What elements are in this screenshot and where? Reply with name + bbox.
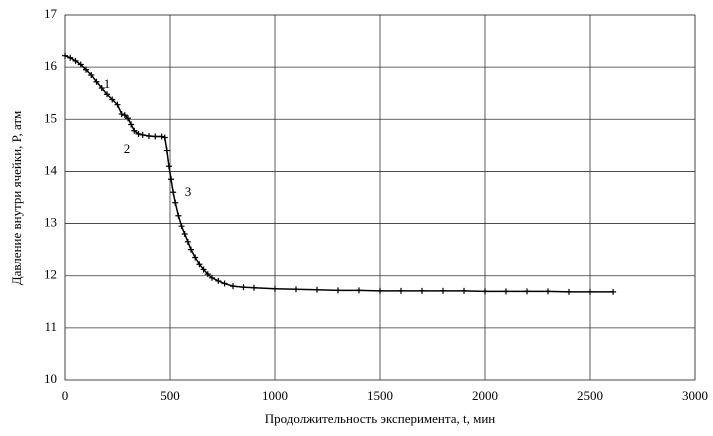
data-marker	[88, 71, 95, 78]
data-marker	[524, 288, 530, 295]
annotation: 2	[124, 141, 131, 156]
data-marker	[240, 284, 247, 291]
data-marker	[163, 147, 170, 154]
data-marker	[158, 133, 165, 140]
data-marker	[230, 283, 236, 290]
data-marker	[314, 286, 320, 293]
x-tick-label: 1500	[367, 388, 393, 403]
data-marker	[251, 284, 257, 291]
data-marker	[168, 176, 175, 183]
y-tick-label: 11	[44, 319, 57, 334]
data-marker	[215, 277, 222, 284]
y-axis-label: Давление внутри ячейки, P, атм	[9, 111, 24, 286]
data-marker	[135, 130, 142, 137]
data-marker	[461, 287, 467, 294]
data-marker	[67, 54, 74, 61]
data-marker	[146, 132, 152, 139]
x-tick-label: 3000	[682, 388, 708, 403]
data-marker	[440, 287, 446, 294]
data-marker	[192, 254, 199, 261]
data-marker	[165, 163, 172, 170]
data-marker	[152, 133, 159, 140]
data-marker	[109, 96, 116, 103]
data-marker	[121, 112, 128, 119]
data-marker	[398, 287, 404, 294]
data-marker	[272, 285, 278, 292]
y-tick-label: 17	[44, 6, 58, 21]
data-marker	[98, 85, 105, 91]
data-marker	[482, 288, 488, 295]
annotation: 1	[104, 76, 111, 91]
data-marker	[377, 287, 383, 294]
data-marker	[172, 199, 179, 206]
data-marker	[104, 91, 110, 98]
data-marker	[62, 52, 68, 59]
data-marker	[77, 61, 84, 68]
data-marker	[139, 131, 146, 138]
data-marker	[209, 274, 215, 281]
data-marker	[184, 238, 191, 245]
y-tick-label: 14	[44, 162, 58, 177]
data-marker	[114, 101, 121, 108]
data-marker	[128, 121, 135, 128]
data-marker	[181, 231, 188, 237]
data-marker	[419, 287, 425, 294]
data-marker	[188, 246, 194, 253]
data-marker	[161, 134, 168, 141]
data-marker	[72, 57, 79, 64]
data-marker	[221, 280, 228, 287]
y-tick-label: 12	[44, 267, 57, 282]
data-marker	[204, 271, 211, 278]
y-tick-label: 10	[44, 371, 57, 386]
data-marker	[118, 111, 125, 118]
data-marker	[83, 66, 89, 73]
x-axis-label: Продолжительность эксперимента, t, мин	[265, 411, 496, 426]
data-marker	[178, 223, 185, 230]
data-marker	[566, 288, 572, 295]
x-tick-label: 2000	[472, 388, 498, 403]
data-marker	[131, 127, 138, 134]
data-marker	[335, 287, 341, 294]
data-marker	[587, 288, 593, 295]
x-tick-label: 500	[160, 388, 180, 403]
data-marker	[125, 115, 131, 122]
data-marker	[93, 78, 100, 85]
data-marker	[610, 288, 617, 295]
data-marker	[175, 212, 182, 219]
data-marker	[293, 286, 299, 293]
y-tick-label: 13	[44, 215, 57, 230]
data-marker	[545, 288, 551, 295]
annotation: 3	[185, 184, 192, 199]
x-tick-label: 1000	[262, 388, 288, 403]
y-tick-label: 16	[44, 58, 58, 73]
data-marker	[503, 288, 509, 295]
data-marker	[196, 261, 203, 268]
data-marker	[356, 287, 362, 294]
x-tick-label: 0	[62, 388, 69, 403]
y-tick-label: 15	[44, 110, 57, 125]
x-tick-label: 2500	[577, 388, 603, 403]
data-marker	[200, 266, 207, 273]
data-line	[64, 54, 614, 293]
data-marker	[170, 189, 177, 196]
